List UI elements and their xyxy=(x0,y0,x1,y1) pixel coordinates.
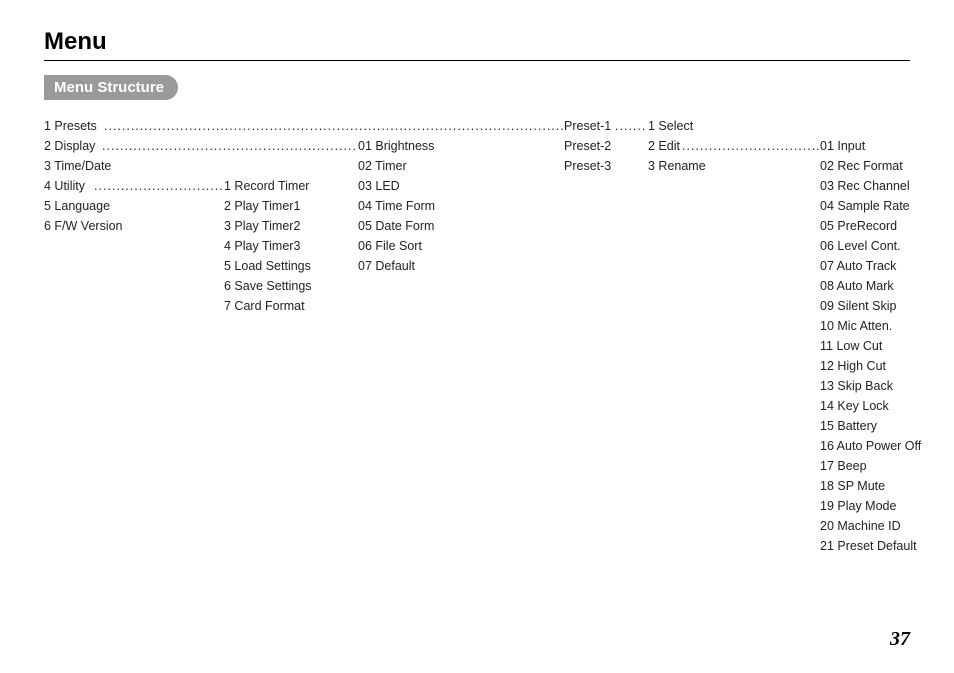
menu-item: 5 Language xyxy=(44,196,224,216)
menu-col-3: 01 Brightness 02 Timer 03 LED 04 Time Fo… xyxy=(358,136,558,276)
menu-item: 02 Rec Format xyxy=(820,156,954,176)
menu-item: 08 Auto Mark xyxy=(820,276,954,296)
page-title: Menu xyxy=(44,28,910,61)
section-heading: Menu Structure xyxy=(44,75,178,100)
menu-item: 03 Rec Channel xyxy=(820,176,954,196)
menu-item: 07 Default xyxy=(358,256,558,276)
menu-item: 13 Skip Back xyxy=(820,376,954,396)
menu-item: 04 Time Form xyxy=(358,196,558,216)
menu-col-2: 1 Record Timer 2 Play Timer1 3 Play Time… xyxy=(224,176,364,316)
menu-item: 3 Play Timer2 xyxy=(224,216,364,236)
menu-item: 2 Display xyxy=(44,136,224,156)
menu-item: 6 F/W Version xyxy=(44,216,224,236)
menu-item: 5 Load Settings xyxy=(224,256,364,276)
menu-col-6: 01 Input 02 Rec Format 03 Rec Channel 04… xyxy=(820,136,954,556)
menu-item: 05 Date Form xyxy=(358,216,558,236)
menu-item: 1 Record Timer xyxy=(224,176,364,196)
menu-item: 01 Brightness xyxy=(358,136,558,156)
menu-item: 16 Auto Power Off xyxy=(820,436,954,456)
menu-item: 19 Play Mode xyxy=(820,496,954,516)
menu-item: 6 Save Settings xyxy=(224,276,364,296)
menu-item: 17 Beep xyxy=(820,456,954,476)
menu-item: 03 LED xyxy=(358,176,558,196)
menu-item: 04 Sample Rate xyxy=(820,196,954,216)
menu-col-5: 1 Select 2 Edit 3 Rename xyxy=(648,116,823,176)
menu-item: 09 Silent Skip xyxy=(820,296,954,316)
menu-item: 10 Mic Atten. xyxy=(820,316,954,336)
menu-item: 12 High Cut xyxy=(820,356,954,376)
menu-item: 11 Low Cut xyxy=(820,336,954,356)
menu-item: 7 Card Format xyxy=(224,296,364,316)
menu-item: 4 Play Timer3 xyxy=(224,236,364,256)
menu-item: 2 Edit xyxy=(648,136,823,156)
menu-item: 18 SP Mute xyxy=(820,476,954,496)
menu-item: 2 Play Timer1 xyxy=(224,196,364,216)
menu-item: 1 Presets xyxy=(44,116,224,136)
menu-item: 05 PreRecord xyxy=(820,216,954,236)
menu-item: 02 Timer xyxy=(358,156,558,176)
menu-item: 20 Machine ID xyxy=(820,516,954,536)
menu-item: 21 Preset Default xyxy=(820,536,954,556)
menu-item: 1 Select xyxy=(648,116,823,136)
page-number: 37 xyxy=(890,628,910,651)
menu-item: 3 Time/Date xyxy=(44,156,224,176)
menu-item: 14 Key Lock xyxy=(820,396,954,416)
menu-item: 15 Battery xyxy=(820,416,954,436)
menu-item: 06 File Sort xyxy=(358,236,558,256)
menu-item: 06 Level Cont. xyxy=(820,236,954,256)
menu-col-1: 1 Presets 2 Display 3 Time/Date 4 Utilit… xyxy=(44,116,224,236)
menu-item: 07 Auto Track xyxy=(820,256,954,276)
menu-item: 3 Rename xyxy=(648,156,823,176)
menu-item: 4 Utility xyxy=(44,176,224,196)
menu-item: 01 Input xyxy=(820,136,954,156)
